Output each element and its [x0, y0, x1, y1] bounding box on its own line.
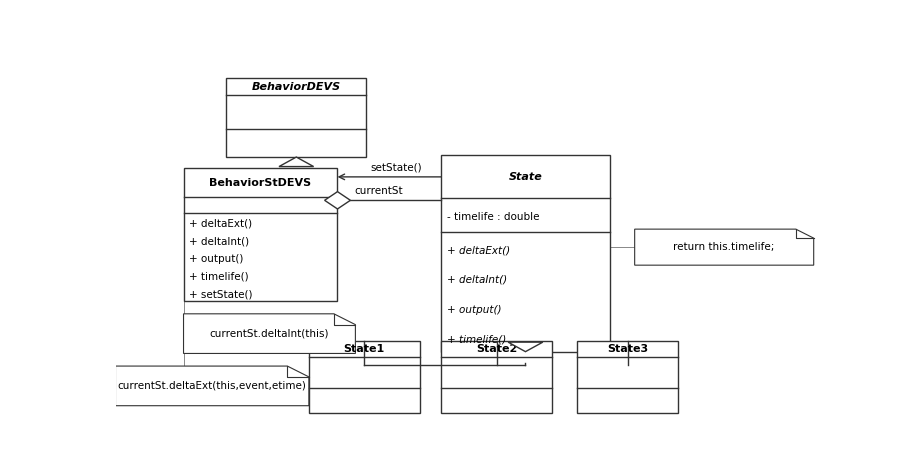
Polygon shape [324, 192, 350, 209]
Bar [184, 168, 337, 301]
Text: BehaviorDEVS: BehaviorDEVS [251, 81, 341, 92]
Bar [442, 155, 610, 351]
Text: State: State [508, 172, 542, 182]
Text: State2: State2 [476, 344, 517, 354]
Text: + deltaInt(): + deltaInt() [447, 275, 507, 285]
Text: + timelife(): + timelife() [189, 271, 249, 281]
Bar [442, 341, 553, 413]
Text: currentSt.deltaExt(this,event,etime): currentSt.deltaExt(this,event,etime) [117, 381, 307, 391]
Text: + deltaExt(): + deltaExt() [447, 245, 510, 255]
Text: + deltaExt(): + deltaExt() [189, 219, 252, 228]
Text: currentSt.deltaInt(this): currentSt.deltaInt(this) [210, 329, 329, 339]
Text: - timelife : double: - timelife : double [447, 212, 540, 222]
Text: + setState(): + setState() [189, 289, 253, 299]
Text: + deltaInt(): + deltaInt() [189, 236, 249, 246]
Text: + timelife(): + timelife() [447, 335, 506, 345]
Text: return this.timelife;: return this.timelife; [674, 242, 775, 252]
Polygon shape [508, 342, 542, 351]
Bar [226, 78, 366, 157]
Text: + output(): + output() [447, 305, 502, 315]
Bar [578, 341, 677, 413]
Text: State1: State1 [344, 344, 385, 354]
Polygon shape [635, 229, 814, 265]
Bar [309, 341, 419, 413]
Text: currentSt: currentSt [354, 186, 403, 196]
Text: BehaviorStDEVS: BehaviorStDEVS [210, 177, 311, 188]
Text: + output(): + output() [189, 254, 244, 264]
Polygon shape [184, 314, 356, 353]
Text: setState(): setState() [371, 162, 422, 173]
Polygon shape [116, 366, 309, 406]
Text: State3: State3 [607, 344, 648, 354]
Polygon shape [279, 157, 313, 167]
